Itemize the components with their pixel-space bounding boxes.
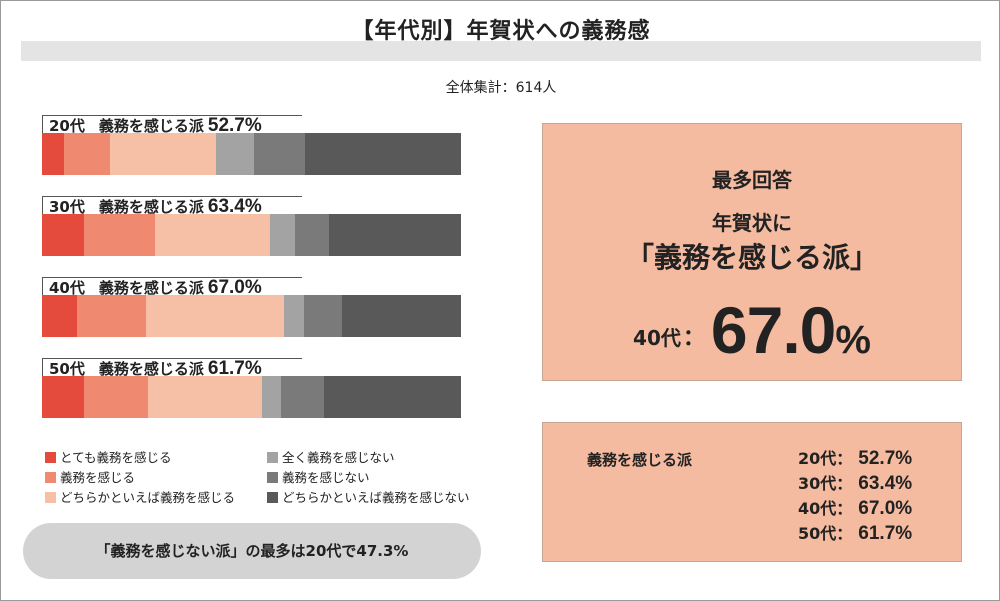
highlight-value: 67.0 [710, 293, 836, 367]
bar-segment [253, 133, 305, 175]
bar-segment [304, 133, 461, 175]
group-bracket [42, 115, 302, 135]
bar-segment [304, 295, 342, 337]
bar-segment [148, 376, 263, 418]
bar-segment [324, 376, 461, 418]
legend-swatch [45, 472, 56, 483]
legend-swatch [45, 452, 56, 463]
bar-segment [295, 214, 330, 256]
legend-label: とても義務を感じる [60, 450, 172, 465]
legend-item: どちらかといえば義務を感じる [45, 487, 235, 506]
category-label: 40代 [49, 279, 85, 297]
group-total: 61.7% [207, 358, 262, 379]
stacked-bar [42, 214, 461, 256]
bar-segment [155, 214, 271, 256]
highlight-unit: % [835, 318, 871, 362]
panel-highlight: 40代：67.0% [543, 292, 961, 368]
summary-value: 67.0% [858, 498, 913, 519]
legend-item: 全く義務を感じない [267, 447, 395, 466]
group-label-prefix: 義務を感じる派 [98, 360, 204, 378]
bar-segment [83, 376, 149, 418]
bar-segment [42, 376, 84, 418]
panel-line-2: 「義務を感じる派」 [625, 241, 878, 274]
group-bracket [42, 358, 302, 378]
bar-segment [341, 295, 461, 337]
category-label: 50代 [49, 360, 85, 378]
bar-segment [42, 133, 65, 175]
most-common-answer-panel: 最多回答 年賀状に 「義務を感じる派」 40代：67.0% [542, 123, 962, 381]
page-title: 【年代別】年賀状への義務感 [351, 19, 651, 44]
legend-label: 義務を感じる [60, 470, 136, 485]
group-label: 50代 義務を感じる派 61.7% [49, 358, 262, 380]
legend-swatch [267, 472, 278, 483]
highlight-age: 40代 [633, 326, 681, 350]
group-bracket [42, 277, 302, 297]
summary-row: 40代： 67.0% [798, 495, 912, 520]
sample-size-text: 全体集計：614人 [445, 80, 557, 96]
summary-age: 50代： [798, 524, 853, 543]
bar-segment [145, 295, 284, 337]
summary-row: 20代： 52.7% [798, 445, 912, 470]
group-total: 52.7% [207, 115, 262, 136]
legend-swatch [267, 452, 278, 463]
summary-value: 63.4% [858, 473, 913, 494]
callout-pill: 「義務を感じない派」の最多は20代で47.3% [23, 523, 481, 579]
legend-item: 義務を感じない [267, 467, 370, 486]
group-label-prefix: 義務を感じる派 [98, 117, 204, 135]
highlight-colon: ： [682, 326, 705, 351]
legend-swatch [45, 492, 56, 503]
title-underline-bar [21, 41, 981, 61]
legend-label: 全く義務を感じない [282, 450, 395, 465]
summary-row: 50代： 61.7% [798, 520, 912, 545]
summary-value: 61.7% [858, 523, 913, 544]
group-label-prefix: 義務を感じる派 [98, 198, 204, 216]
group-label: 40代 義務を感じる派 67.0% [49, 277, 262, 299]
summary-panel: 義務を感じる派 20代： 52.7% 30代： 63.4% 40代： 67.0% 50… [542, 422, 962, 562]
group-label: 30代 義務を感じる派 63.4% [49, 196, 262, 218]
summary-age: 40代： [798, 499, 853, 518]
bar-segment [284, 295, 305, 337]
summary-value: 52.7% [858, 448, 913, 469]
panel-line-1: 年賀状に [712, 211, 792, 235]
bar-segment [42, 214, 85, 256]
bar-segment [110, 133, 217, 175]
group-label: 20代 義務を感じる派 52.7% [49, 115, 262, 137]
legend-swatch [267, 492, 278, 503]
summary-label: 義務を感じる派 [587, 451, 693, 469]
legend-item: どちらかといえば義務を感じない [267, 487, 470, 506]
bar-segment [216, 133, 254, 175]
group-label-prefix: 義務を感じる派 [98, 279, 204, 297]
stacked-bar [42, 376, 461, 418]
bar-segment [84, 214, 156, 256]
chart-legend: とても義務を感じる 義務を感じるどちらかといえば義務を感じる 全く義務を感じない 義務… [45, 447, 495, 507]
group-total: 67.0% [207, 277, 262, 298]
bar-segment [329, 214, 461, 256]
group-total: 63.4% [207, 196, 262, 217]
summary-age: 20代： [798, 449, 853, 468]
stacked-bar [42, 295, 461, 337]
summary-row: 30代： 63.4% [798, 470, 912, 495]
legend-label: 義務を感じない [282, 470, 370, 485]
bar-segment [76, 295, 146, 337]
bar-segment [270, 214, 296, 256]
panel-heading: 最多回答 [712, 168, 792, 192]
legend-item: 義務を感じる [45, 467, 135, 486]
category-label: 20代 [49, 117, 85, 135]
legend-label: どちらかといえば義務を感じる [60, 490, 236, 505]
summary-age: 30代： [798, 474, 853, 493]
stacked-bar [42, 133, 461, 175]
legend-item: とても義務を感じる [45, 447, 172, 466]
category-label: 30代 [49, 198, 85, 216]
bar-segment [262, 376, 281, 418]
group-bracket [42, 196, 302, 216]
bar-segment [64, 133, 111, 175]
bar-segment [280, 376, 325, 418]
bar-segment [42, 295, 77, 337]
legend-label: どちらかといえば義務を感じない [282, 490, 470, 505]
